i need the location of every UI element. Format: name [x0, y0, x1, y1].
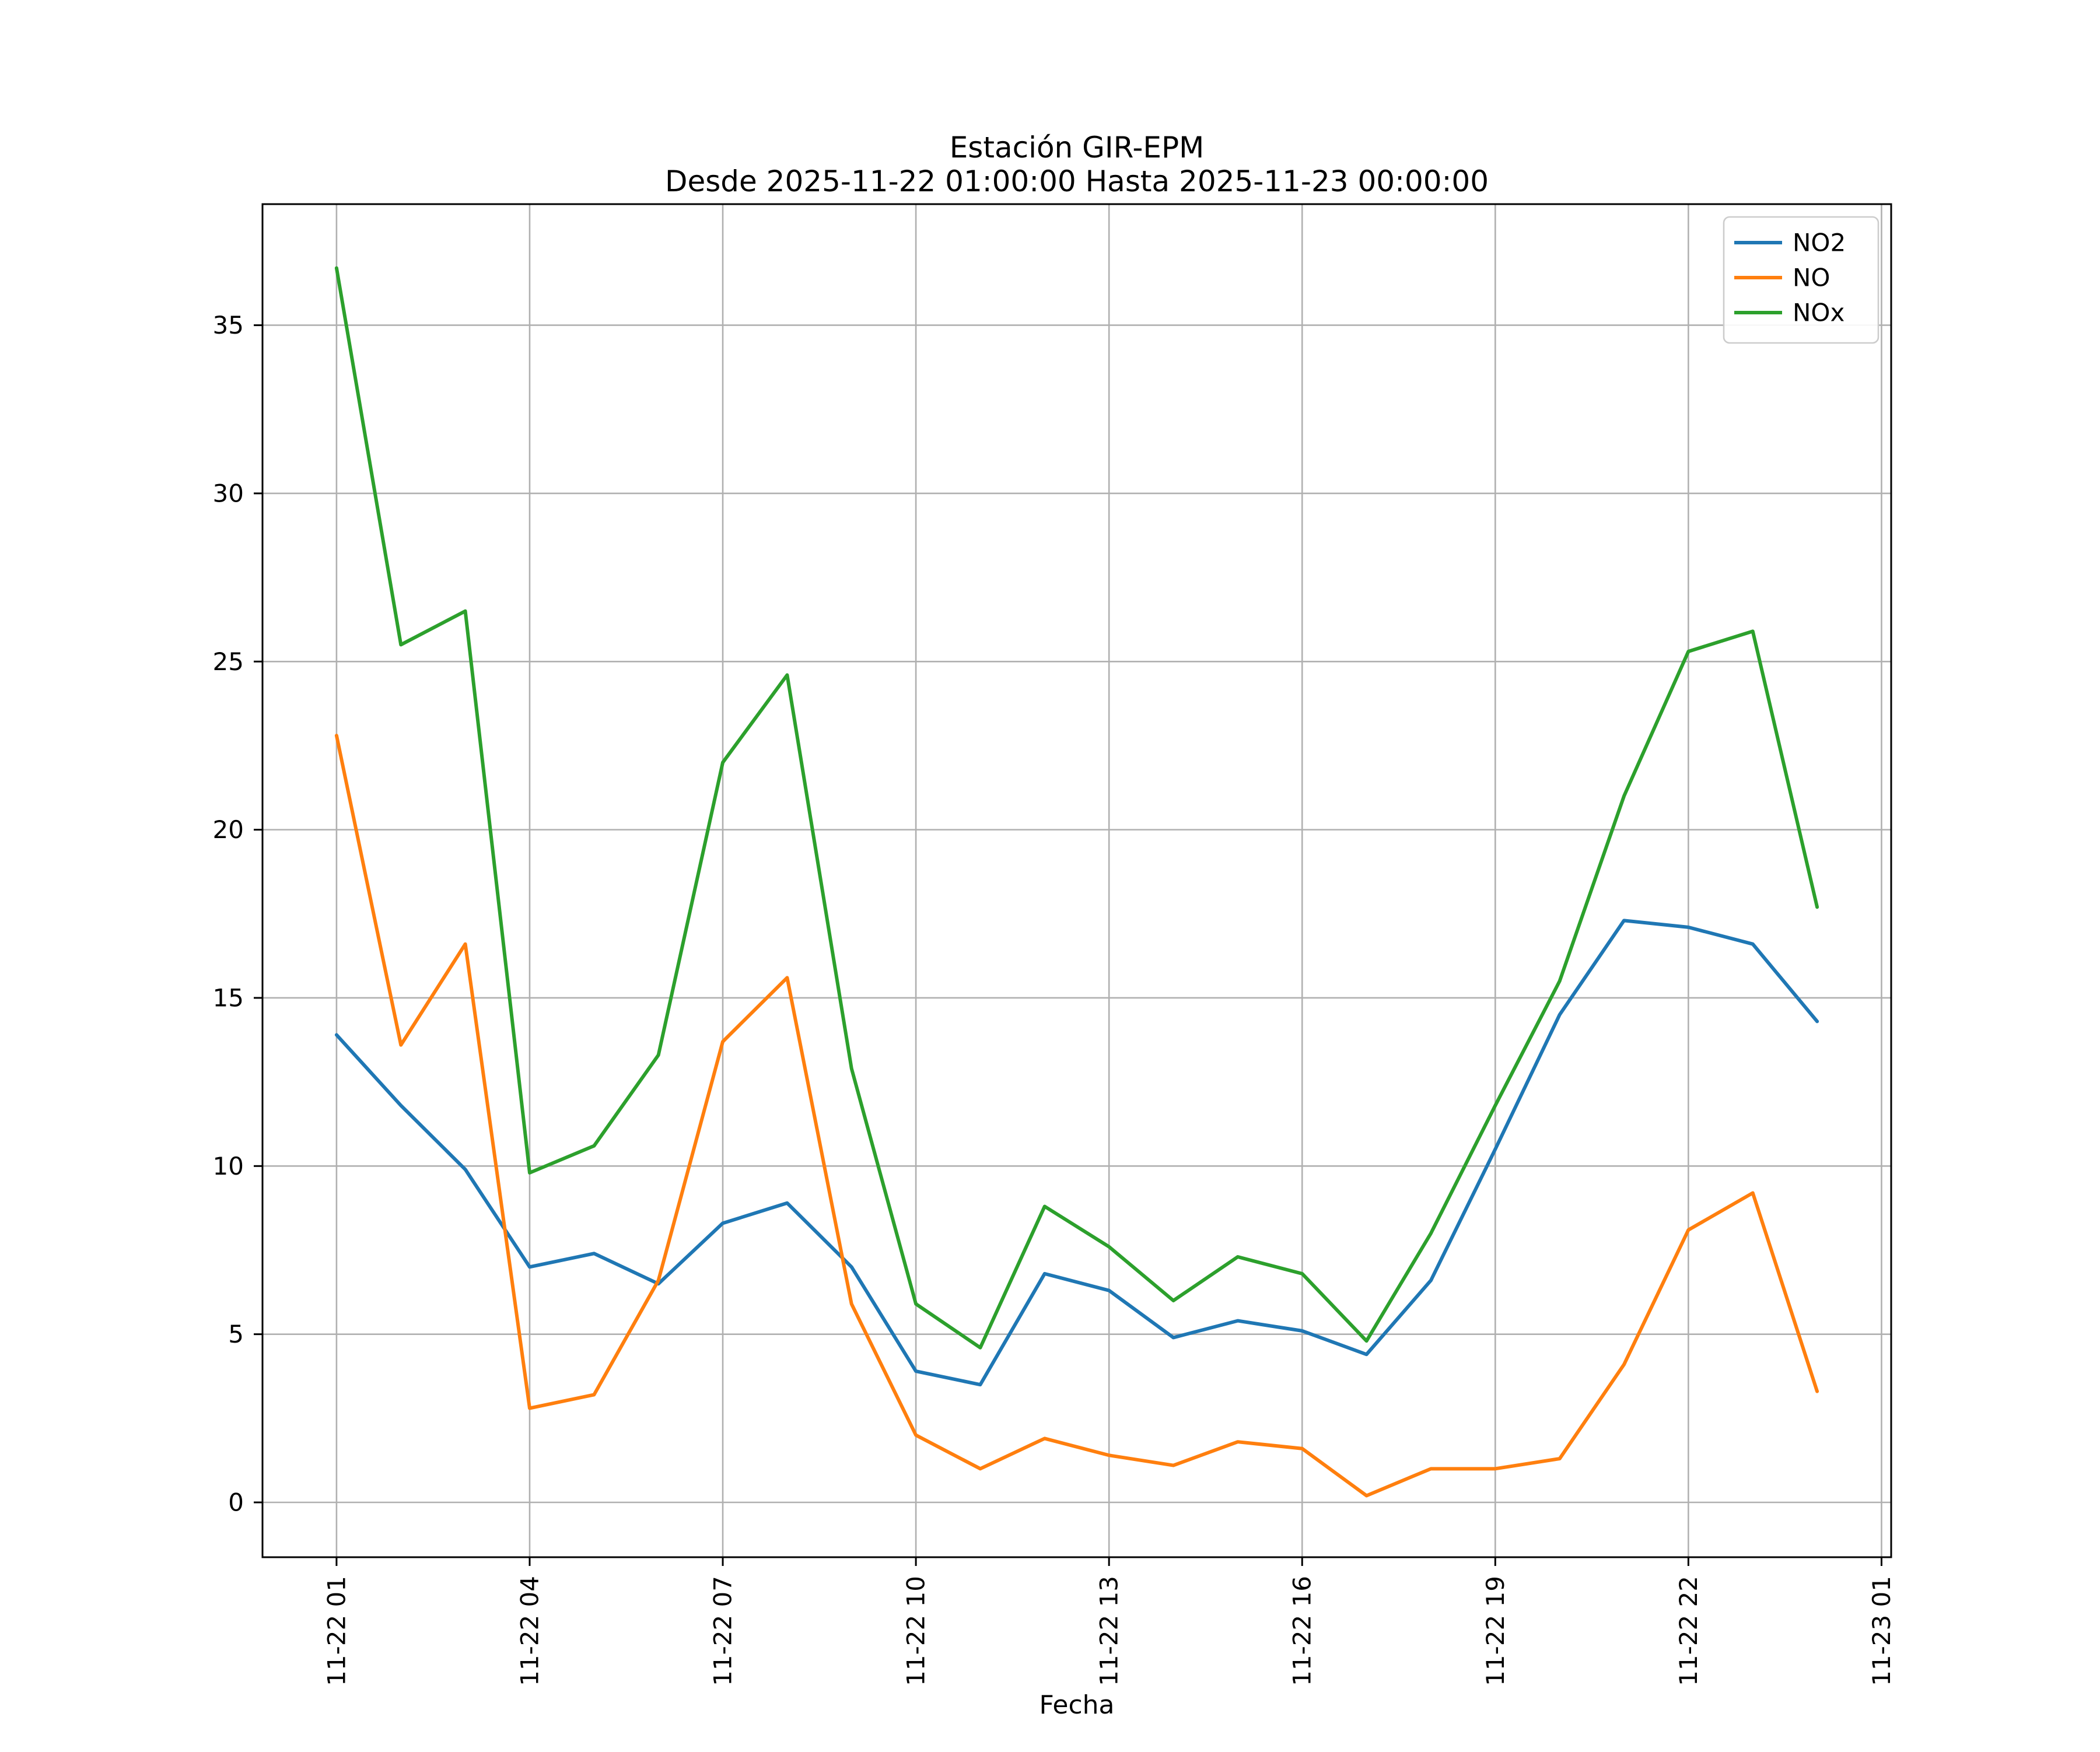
legend-label-NOx: NOx	[1793, 299, 1845, 327]
y-tick-label: 10	[213, 1152, 244, 1180]
series-line-NOx	[334, 266, 1819, 1350]
series-line-NO2	[334, 919, 1819, 1387]
y-tick-label: 20	[213, 815, 244, 844]
x-tick-label: 11-22 19	[1481, 1576, 1510, 1686]
x-tick-label: 11-22 04	[515, 1576, 544, 1686]
x-tick-label: 11-22 01	[322, 1576, 351, 1686]
y-tick-label: 25	[213, 647, 244, 676]
x-tick-label: 11-22 16	[1288, 1576, 1317, 1686]
axis-tick-marks	[254, 324, 1882, 1566]
legend-label-NO: NO	[1793, 264, 1830, 292]
y-tick-labels: 0 5 10 15 20 25 30 35	[213, 311, 244, 1516]
chart-title-line2: Desde 2025-11-22 01:00:00 Hasta 2025-11-…	[665, 164, 1489, 198]
x-tick-label: 11-22 07	[709, 1576, 737, 1686]
y-tick-label: 15	[213, 983, 244, 1012]
axes-border	[261, 203, 1892, 1558]
x-tick-label: 11-22 13	[1095, 1576, 1124, 1686]
y-tick-label: 35	[213, 311, 244, 339]
y-tick-label: 0	[228, 1488, 244, 1517]
x-tick-label: 11-22 10	[902, 1576, 930, 1686]
chart-title-line1: Estación GIR-EPM	[950, 131, 1205, 164]
y-tick-label: 30	[213, 479, 244, 507]
grid-lines	[262, 204, 1891, 1557]
x-tick-labels: 11-22 01 11-22 04 11-22 07 11-22 10 11-22 13…	[322, 1576, 1896, 1686]
series-lines	[334, 266, 1819, 1498]
series-line-NO	[334, 734, 1819, 1498]
y-tick-label: 5	[228, 1320, 244, 1348]
x-tick-label: 11-23 01	[1867, 1576, 1896, 1686]
x-axis-label: Fecha	[1039, 1690, 1114, 1720]
legend: NO2 NO NOx	[1723, 216, 1880, 344]
x-tick-label: 11-22 22	[1674, 1576, 1703, 1686]
legend-label-NO2: NO2	[1793, 229, 1846, 257]
